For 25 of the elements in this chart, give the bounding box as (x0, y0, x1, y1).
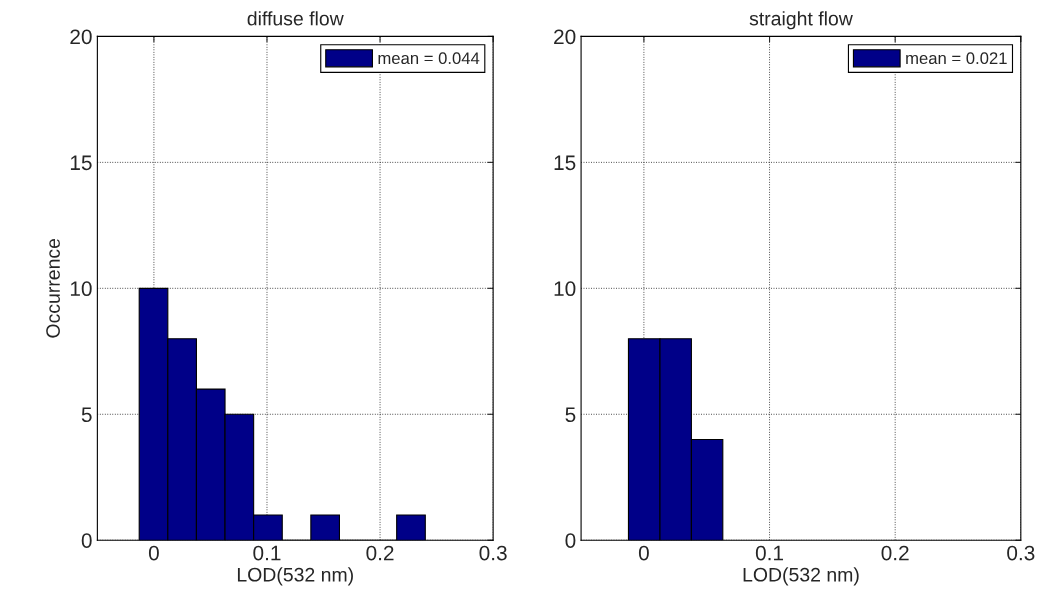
chart-title: straight flow (749, 11, 853, 30)
y-tick-label: 10 (70, 281, 92, 297)
x-tick-label: 0.1 (755, 545, 784, 561)
y-tick-label: 10 (554, 281, 576, 297)
x-axis-title: LOD(532 nm) (743, 567, 859, 586)
y-tick-label: 20 (554, 29, 576, 45)
x-tick-label: 0 (638, 545, 649, 561)
y-tick-label: 5 (565, 407, 576, 423)
y-tick-label: 20 (70, 29, 92, 45)
x-axis-title: LOD(532 nm) (237, 567, 353, 586)
legend-label: mean = 0.044 (378, 52, 480, 65)
x-tick-label: 0.3 (479, 545, 507, 561)
chart-title: diffuse flow (247, 11, 344, 26)
y-tick-label: 15 (70, 155, 92, 171)
x-tick-label: 0.2 (366, 545, 394, 561)
y-tick-label: 0 (565, 533, 576, 548)
y-tick-label: 0 (81, 533, 92, 548)
x-tick-label: 0.2 (881, 545, 909, 561)
x-tick-label: 0.3 (1007, 545, 1035, 561)
legend-label: mean = 0.021 (906, 52, 1007, 65)
y-axis-title: Occurrence (46, 238, 60, 338)
y-tick-label: 15 (554, 155, 576, 171)
x-tick-label: 0 (148, 545, 159, 561)
x-tick-label: 0.1 (253, 545, 281, 561)
y-tick-label: 5 (81, 407, 92, 423)
